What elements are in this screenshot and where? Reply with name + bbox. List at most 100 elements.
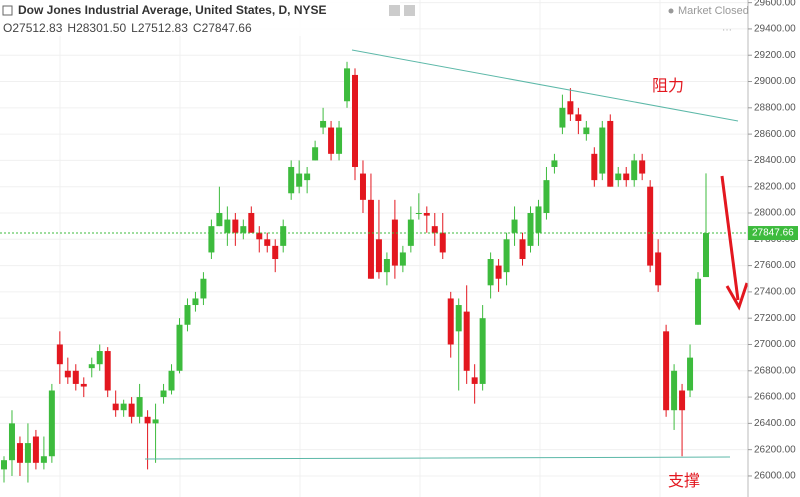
candle-body [655,252,662,286]
candle-body [152,419,159,424]
candle-body [24,443,31,463]
legend-bg [0,0,400,36]
ohlc-prefix: L [131,21,138,35]
candle-body [88,364,95,369]
resistance-line [351,49,739,122]
y-tick-label: 26600.00 [754,392,796,403]
candle-body [256,232,263,240]
y-tick-label: 29400.00 [754,24,796,35]
candle-body [336,127,343,154]
ohlc-value: 28301.50 [76,21,126,35]
candle-body [511,219,518,233]
candle-body [8,423,15,461]
candle-body [280,226,287,246]
candle-body [567,101,574,115]
candle-body [56,344,63,365]
y-tick-label: 26400.00 [754,418,796,429]
ohlc-prefix: O [3,21,12,35]
candle-body [447,298,454,345]
candle-body [216,213,223,227]
dots: ··· [722,25,732,36]
arrow [720,175,749,311]
candle-body [367,199,374,279]
candle-body [72,370,79,384]
candle-body [703,233,709,278]
candle-body [575,114,582,121]
y-tick-label: 27600.00 [754,260,796,271]
candle-body [64,370,71,378]
candle-body [168,370,175,391]
y-tick-label: 28600.00 [754,129,796,140]
ohlc-prefix: C [193,21,202,35]
support-line [144,456,731,460]
candle-body [224,219,231,233]
candle-body [551,160,558,167]
ohlc-prefix: H [67,21,76,35]
candle-body [248,213,255,233]
candle-body [487,259,494,286]
candle-body [232,219,239,233]
y-tick-label: 29000.00 [754,76,796,87]
candle-body [663,331,670,411]
candle-body [375,239,382,273]
candle-body [455,305,462,332]
candle-body [40,456,47,463]
y-tick-label: 29600.00 [754,0,796,8]
candle-body [96,351,103,365]
icon[interactable] [404,5,415,16]
candle-body [495,265,502,279]
candle-body [423,213,430,216]
annotation: 阻力 [652,77,684,95]
candle-body [176,324,183,371]
candle-body [679,390,686,411]
y-tick-label: 26000.00 [754,471,796,482]
status-dot [668,8,674,14]
candle-body [407,219,414,246]
candle-body [192,298,199,306]
candle-body [32,436,39,463]
y-tick-label: 27400.00 [754,287,796,298]
candle-body [320,120,327,128]
candle-body [80,383,87,387]
candle-body [479,318,486,384]
candle-body [671,370,678,411]
candle-body [104,351,111,391]
y-tick-label: 27200.00 [754,313,796,324]
candle-body [647,186,654,266]
icon[interactable] [389,5,400,16]
candle-body [527,213,534,246]
candle-body [631,160,638,181]
y-tick-label: 27000.00 [754,339,796,350]
menu-icon[interactable] [2,5,13,16]
candle-body [383,259,390,273]
candle-body [543,180,550,213]
candle-body [272,245,279,260]
candle-body [615,173,622,181]
candle-body [48,390,55,457]
candle-body [264,239,271,246]
candle-body [471,377,478,384]
candle-body [240,226,247,233]
candle-body [391,219,398,266]
candle-body [463,311,470,371]
candle-body [695,278,702,325]
candle-body [639,160,646,174]
candle-body [344,68,351,102]
candle-body [184,305,191,325]
annotation: 支撑 [668,472,700,490]
candle-body [519,239,526,260]
candle-body [328,127,335,154]
candle-body [415,213,422,214]
candle-body [200,278,207,299]
candle-body [599,127,606,174]
candle-body [304,173,311,181]
candle-body [687,357,694,391]
candle-body [399,252,406,266]
candle-body [559,107,566,128]
candle-body [623,173,630,181]
candle-body [296,173,303,187]
y-tick-label: 26200.00 [754,444,796,455]
candle-body [120,403,127,411]
price-label: 27847.66 [752,228,794,239]
vertical-grid [59,0,661,497]
